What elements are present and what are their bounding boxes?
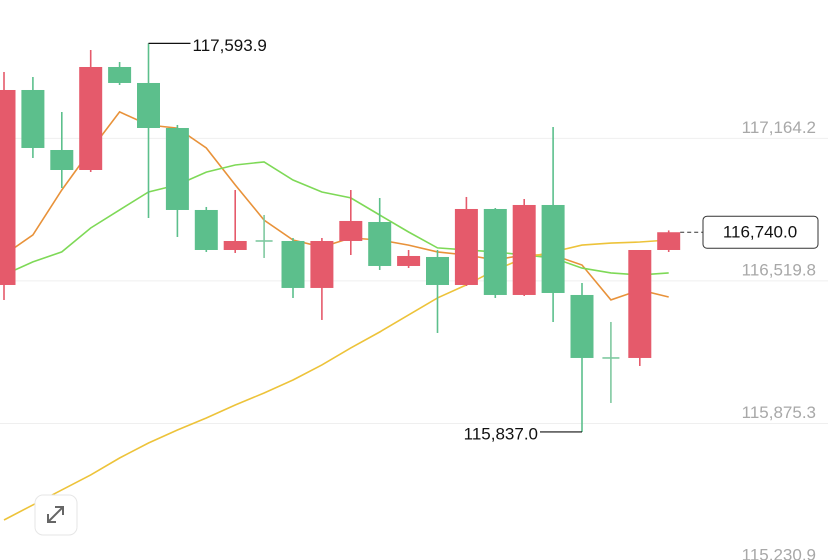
candle-body [194,209,218,250]
candle-body [628,249,652,358]
last-price-label: 116,740.0 [723,223,797,242]
candle-body [21,89,45,148]
labels: 117,164.2 116,519.8 115,875.3 115,230.9 117,… [148,36,819,560]
candle-body [454,208,478,285]
candle-body [657,232,681,250]
candles [0,43,681,432]
y-tick-label: 117,164.2 [742,118,816,137]
last-price-box [702,215,819,249]
candle-body [570,294,594,358]
candle-body [426,256,449,285]
low-annotation: 115,837.0 [464,424,538,443]
y-tick-label: 116,519.8 [742,260,816,279]
candle-body [79,66,103,170]
candle-body [0,89,16,285]
candle-body [541,204,565,293]
candle-body [165,127,189,210]
candle-body [223,240,247,250]
moving-average-line [3,239,669,521]
grid [0,137,828,424]
candle-body [50,149,74,170]
moving-averages [3,110,669,521]
candle-body [397,255,421,266]
candle-body [483,208,507,295]
candle-body [310,240,334,288]
moving-average-line [3,110,669,301]
candle-body [339,220,363,241]
candle-body [108,66,132,83]
candle-body [281,240,305,288]
candle-body [255,240,273,242]
y-tick-label: 115,875.3 [742,403,816,422]
high-annotation: 117,593.9 [193,36,267,55]
y-tick-label: 115,230.9 [742,545,816,560]
expand-button[interactable] [34,494,78,536]
candle-body [368,221,392,266]
moving-average-line [3,161,669,276]
candle-body [137,82,160,128]
candle-body [512,204,536,295]
candle-body [602,357,620,359]
expand-icon [47,506,64,523]
